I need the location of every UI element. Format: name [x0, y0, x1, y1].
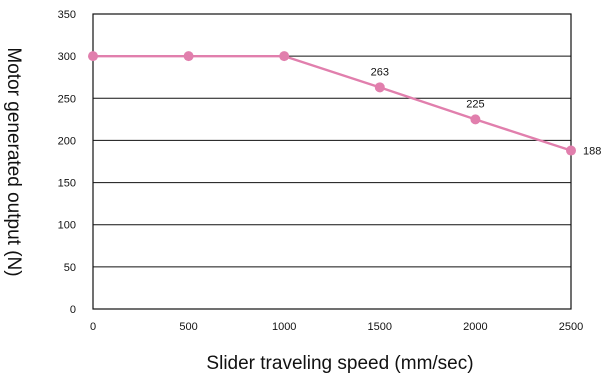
- data-point: [374, 82, 385, 93]
- y-tick-label: 0: [70, 304, 76, 316]
- data-point: [566, 145, 576, 156]
- data-label: 188: [583, 146, 601, 158]
- y-tick-label: 300: [58, 51, 76, 63]
- plot-background: [93, 14, 571, 309]
- data-point: [88, 51, 98, 62]
- y-tick-label: 200: [58, 135, 76, 147]
- plot-frame: [92, 13, 572, 310]
- x-tick-label: 500: [179, 321, 197, 333]
- y-tick-label: 100: [58, 220, 76, 232]
- data-point: [470, 114, 481, 125]
- y-axis-tick-labels: 0 50 100 150 200 250 300 350: [58, 9, 76, 316]
- data-label: 263: [371, 66, 389, 78]
- x-tick-label: 0: [90, 321, 96, 333]
- x-tick-label: 1000: [272, 321, 296, 333]
- x-axis-tick-labels: 0 500 1000 1500 2000 2500: [90, 321, 583, 333]
- x-tick-label: 2500: [559, 321, 583, 333]
- data-point: [183, 51, 194, 62]
- y-tick-label: 250: [58, 93, 76, 105]
- x-tick-label: 2000: [463, 321, 487, 333]
- y-tick-label: 50: [64, 262, 76, 274]
- data-point: [279, 51, 290, 62]
- x-tick-label: 1500: [368, 321, 392, 333]
- series-group: [88, 51, 576, 156]
- data-labels: 263 225 188: [371, 66, 602, 157]
- y-tick-label: 350: [58, 9, 76, 21]
- data-label: 225: [466, 98, 484, 110]
- y-axis-title: Motor generated output (N): [3, 47, 24, 276]
- x-axis-title: Slider traveling speed (mm/sec): [206, 353, 473, 374]
- series-line: [91, 54, 573, 152]
- y-tick-label: 150: [58, 178, 76, 190]
